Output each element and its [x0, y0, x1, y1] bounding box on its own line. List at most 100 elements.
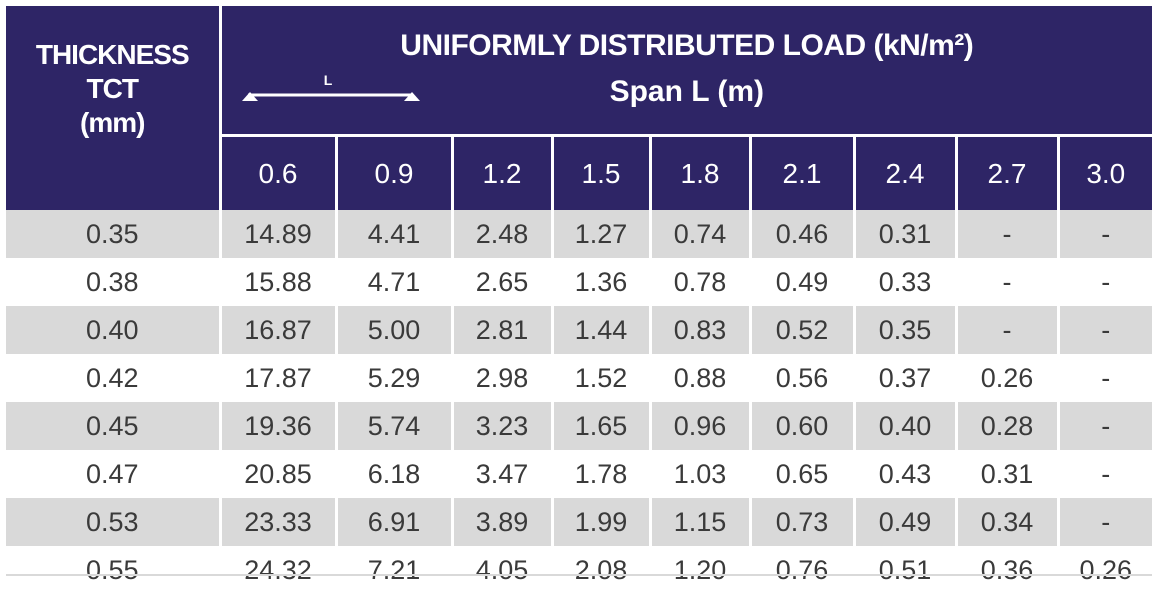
- load-value-cell: 5.00: [336, 306, 454, 354]
- thickness-cell: 0.40: [6, 306, 222, 354]
- load-value-cell: 0.52: [750, 306, 856, 354]
- load-value-cell: 0.83: [650, 306, 752, 354]
- load-value-cell: 1.36: [552, 258, 652, 306]
- load-value-cell: 2.98: [452, 354, 554, 402]
- load-value-cell: 0.73: [750, 498, 856, 546]
- span-label: Span L (m): [609, 75, 765, 108]
- load-value-cell: -: [1058, 450, 1153, 498]
- span-header: 2.7: [956, 135, 1060, 210]
- span-header: 1.2: [452, 135, 554, 210]
- load-value-cell: 0.35: [854, 306, 958, 354]
- load-value-cell: -: [956, 306, 1060, 354]
- load-value-cell: 0.40: [854, 402, 958, 450]
- load-value-cell: -: [1058, 354, 1153, 402]
- span-header-row: 0.6 0.9 1.2 1.5 1.8 2.1 2.4 2.7 3.0: [6, 135, 1153, 210]
- thickness-cell: 0.53: [6, 498, 222, 546]
- load-value-cell: 4.05: [452, 546, 554, 594]
- load-value-cell: 2.08: [552, 546, 652, 594]
- load-table: THICKNESS TCT (mm) L UNIFORMLY DISTRIBUT…: [6, 6, 1153, 594]
- load-value-cell: 4.71: [336, 258, 454, 306]
- load-value-cell: 5.74: [336, 402, 454, 450]
- load-value-cell: 1.65: [552, 402, 652, 450]
- load-value-cell: 0.65: [750, 450, 856, 498]
- load-value-cell: 0.49: [854, 498, 958, 546]
- thickness-cell: 0.47: [6, 450, 222, 498]
- table-row: 0.40 16.87 5.00 2.81 1.44 0.83 0.52 0.35- -: [6, 306, 1153, 354]
- load-value-cell: 0.60: [750, 402, 856, 450]
- thickness-header-line: (mm): [80, 107, 145, 138]
- table-row: 0.45 19.36 5.74 3.23 1.65 0.96 0.60 0.40 0.28-: [6, 402, 1153, 450]
- load-value-cell: 6.18: [336, 450, 454, 498]
- load-value-cell: 0.28: [956, 402, 1060, 450]
- load-value-cell: 1.52: [552, 354, 652, 402]
- load-value-cell: 0.96: [650, 402, 752, 450]
- load-header: L UNIFORMLY DISTRIBUTED LOAD (kN/m²) Spa…: [220, 6, 1153, 138]
- span-length-icon: L: [241, 72, 420, 101]
- load-value-cell: 0.49: [750, 258, 856, 306]
- table-row: 0.53 23.33 6.91 3.89 1.99 1.15 0.73 0.49 0.34-: [6, 498, 1153, 546]
- table-row: 0.35 14.89 4.41 2.48 1.27 0.74 0.46 0.31- -: [6, 210, 1153, 258]
- load-value-cell: 2.81: [452, 306, 554, 354]
- thickness-header: THICKNESS TCT (mm): [6, 6, 222, 210]
- table-row: 0.38 15.88 4.71 2.65 1.36 0.78 0.49 0.33- -: [6, 258, 1153, 306]
- load-value-cell: 0.76: [750, 546, 856, 594]
- load-value-cell: 2.65: [452, 258, 554, 306]
- load-value-cell: 1.03: [650, 450, 752, 498]
- load-title: UNIFORMLY DISTRIBUTED LOAD (kN/m²): [400, 29, 974, 62]
- load-value-cell: -: [956, 210, 1060, 258]
- load-value-cell: 1.44: [552, 306, 652, 354]
- span-header: 0.6: [220, 135, 338, 210]
- load-value-cell: 3.47: [452, 450, 554, 498]
- span-icon-label: L: [323, 72, 332, 88]
- span-header: 1.5: [552, 135, 652, 210]
- span-header: 3.0: [1058, 135, 1153, 210]
- load-value-cell: 0.34: [956, 498, 1060, 546]
- load-value-cell: 14.89: [220, 210, 338, 258]
- load-value-cell: 4.41: [336, 210, 454, 258]
- load-value-cell: 1.27: [552, 210, 652, 258]
- table-row: 0.55 24.32 7.21 4.05 2.08 1.20 0.76 0.51 0.36 0.2…: [6, 546, 1153, 594]
- span-header: 2.1: [750, 135, 856, 210]
- load-value-cell: 1.99: [552, 498, 652, 546]
- load-value-cell: 0.56: [750, 354, 856, 402]
- load-value-cell: 0.78: [650, 258, 752, 306]
- table-row: 0.42 17.87 5.29 2.98 1.52 0.88 0.56 0.37 0.26-: [6, 354, 1153, 402]
- load-value-cell: 7.21: [336, 546, 454, 594]
- load-value-cell: 16.87: [220, 306, 338, 354]
- thickness-header-line: THICKNESS: [35, 39, 190, 70]
- load-value-cell: 0.31: [956, 450, 1060, 498]
- load-value-cell: 0.37: [854, 354, 958, 402]
- load-value-cell: 0.43: [854, 450, 958, 498]
- span-header: 1.8: [650, 135, 752, 210]
- thickness-cell: 0.42: [6, 354, 222, 402]
- load-value-cell: 23.33: [220, 498, 338, 546]
- thickness-cell: 0.35: [6, 210, 222, 258]
- load-value-cell: -: [1058, 402, 1153, 450]
- load-value-cell: 0.51: [854, 546, 958, 594]
- load-value-cell: 0.46: [750, 210, 856, 258]
- table-row: 0.47 20.85 6.18 3.47 1.78 1.03 0.65 0.43 0.31-: [6, 450, 1153, 498]
- load-value-cell: -: [1058, 306, 1153, 354]
- load-value-cell: 0.74: [650, 210, 752, 258]
- load-value-cell: -: [956, 258, 1060, 306]
- load-value-cell: -: [1058, 210, 1153, 258]
- load-value-cell: 0.26: [956, 354, 1060, 402]
- bottom-divider: [6, 574, 1152, 576]
- load-value-cell: 19.36: [220, 402, 338, 450]
- load-value-cell: 1.78: [552, 450, 652, 498]
- load-value-cell: 3.23: [452, 402, 554, 450]
- thickness-cell: 0.45: [6, 402, 222, 450]
- load-value-cell: 1.20: [650, 546, 752, 594]
- load-value-cell: 17.87: [220, 354, 338, 402]
- load-value-cell: 0.88: [650, 354, 752, 402]
- load-value-cell: 0.33: [854, 258, 958, 306]
- span-header: 0.9: [336, 135, 454, 210]
- load-value-cell: 24.32: [220, 546, 338, 594]
- load-value-cell: 15.88: [220, 258, 338, 306]
- load-value-cell: 1.15: [650, 498, 752, 546]
- load-value-cell: 0.26: [1058, 546, 1153, 594]
- load-value-cell: 5.29: [336, 354, 454, 402]
- load-value-cell: -: [1058, 498, 1153, 546]
- load-value-cell: 0.36: [956, 546, 1060, 594]
- load-value-cell: 20.85: [220, 450, 338, 498]
